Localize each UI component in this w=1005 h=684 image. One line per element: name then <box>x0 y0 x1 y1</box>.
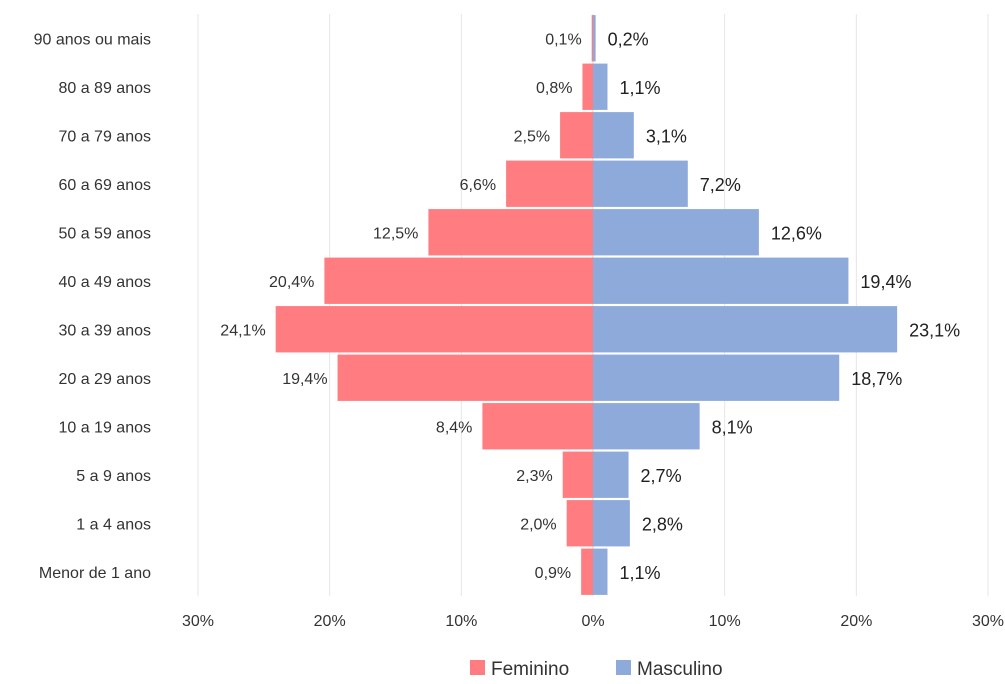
data-label-masculino: 2,8% <box>642 514 683 534</box>
x-tick-label: 0% <box>581 613 604 630</box>
data-label-masculino: 8,1% <box>712 417 753 437</box>
x-tick-label: 30% <box>182 613 214 630</box>
data-label-masculino: 1,1% <box>619 563 660 583</box>
data-label-masculino: 19,4% <box>860 272 911 292</box>
data-label-feminino: 20,4% <box>269 274 314 291</box>
category-label: 1 a 4 anos <box>76 516 151 533</box>
category-label: 20 a 29 anos <box>58 371 151 388</box>
data-label-feminino: 2,3% <box>516 468 552 485</box>
bar-feminino <box>428 209 593 256</box>
bar-masculino <box>593 500 630 547</box>
data-label-masculino: 18,7% <box>851 369 902 389</box>
x-tick-label: 20% <box>840 613 872 630</box>
bar-feminino <box>482 403 593 450</box>
bar-feminino <box>337 354 593 401</box>
bar-masculino <box>593 15 596 62</box>
bar-feminino <box>506 160 593 207</box>
legend-label-feminino: Feminino <box>491 659 569 680</box>
bar-masculino <box>593 63 608 110</box>
data-label-masculino: 3,1% <box>646 126 687 146</box>
bar-masculino <box>593 112 634 159</box>
category-labels: 90 anos ou mais 80 a 89 anos 70 a 79 anos 6… <box>34 31 152 582</box>
x-axis-tick-labels: 30% 20% 10% 0% 10% 20% 30% <box>182 613 1004 630</box>
category-label: 80 a 89 anos <box>58 80 151 97</box>
category-label: 50 a 59 anos <box>58 225 151 242</box>
bar-masculino <box>593 354 840 401</box>
bars <box>275 15 898 595</box>
data-label-feminino: 6,6% <box>460 177 496 194</box>
legend-swatch-masculino <box>616 660 631 675</box>
legend-label-masculino: Masculino <box>637 659 723 680</box>
bar-masculino <box>593 403 700 450</box>
data-labels: 0,1% 0,2% 0,8% 1,1% 2,5% 3,1% 6,6% 7,2% 12,5% 12,… <box>220 29 960 583</box>
x-tick-label: 10% <box>709 613 741 630</box>
x-tick-label: 20% <box>314 613 346 630</box>
bar-masculino <box>593 548 608 595</box>
bar-feminino <box>562 451 593 498</box>
category-label: 30 a 39 anos <box>58 322 151 339</box>
x-tick-label: 10% <box>445 613 477 630</box>
category-label: 70 a 79 anos <box>58 128 151 145</box>
data-label-masculino: 2,7% <box>641 466 682 486</box>
bar-masculino <box>593 451 629 498</box>
data-label-masculino: 23,1% <box>909 320 960 340</box>
data-label-masculino: 1,1% <box>619 78 660 98</box>
bar-feminino <box>560 112 593 159</box>
x-tick-label: 30% <box>972 613 1004 630</box>
bar-feminino <box>324 257 593 304</box>
data-label-feminino: 19,4% <box>282 371 327 388</box>
data-label-masculino: 0,2% <box>608 29 649 49</box>
category-label: 40 a 49 anos <box>58 274 151 291</box>
data-label-feminino: 2,0% <box>520 516 556 533</box>
data-label-feminino: 24,1% <box>220 322 265 339</box>
bar-masculino <box>593 257 849 304</box>
data-label-feminino: 0,9% <box>535 565 571 582</box>
bar-masculino <box>593 209 759 256</box>
data-label-feminino: 2,5% <box>514 128 550 145</box>
data-label-masculino: 7,2% <box>700 175 741 195</box>
bar-masculino <box>593 160 688 207</box>
bar-masculino <box>593 306 898 353</box>
gridlines <box>197 14 989 596</box>
category-label: 60 a 69 anos <box>58 177 151 194</box>
data-label-feminino: 12,5% <box>373 225 418 242</box>
bar-feminino <box>581 548 593 595</box>
legend-swatch-feminino <box>470 660 485 675</box>
bar-feminino <box>566 500 593 547</box>
bar-feminino <box>582 63 593 110</box>
data-label-feminino: 0,1% <box>545 31 581 48</box>
bar-feminino <box>275 306 593 353</box>
category-label: Menor de 1 ano <box>39 565 151 582</box>
data-label-feminino: 8,4% <box>436 419 472 436</box>
data-label-masculino: 12,6% <box>771 223 822 243</box>
category-label: 90 anos ou mais <box>34 31 151 48</box>
data-label-feminino: 0,8% <box>536 80 572 97</box>
category-label: 5 a 9 anos <box>76 468 151 485</box>
bar-feminino <box>591 15 593 62</box>
category-label: 10 a 19 anos <box>58 419 151 436</box>
legend: Feminino Masculino <box>470 659 723 680</box>
